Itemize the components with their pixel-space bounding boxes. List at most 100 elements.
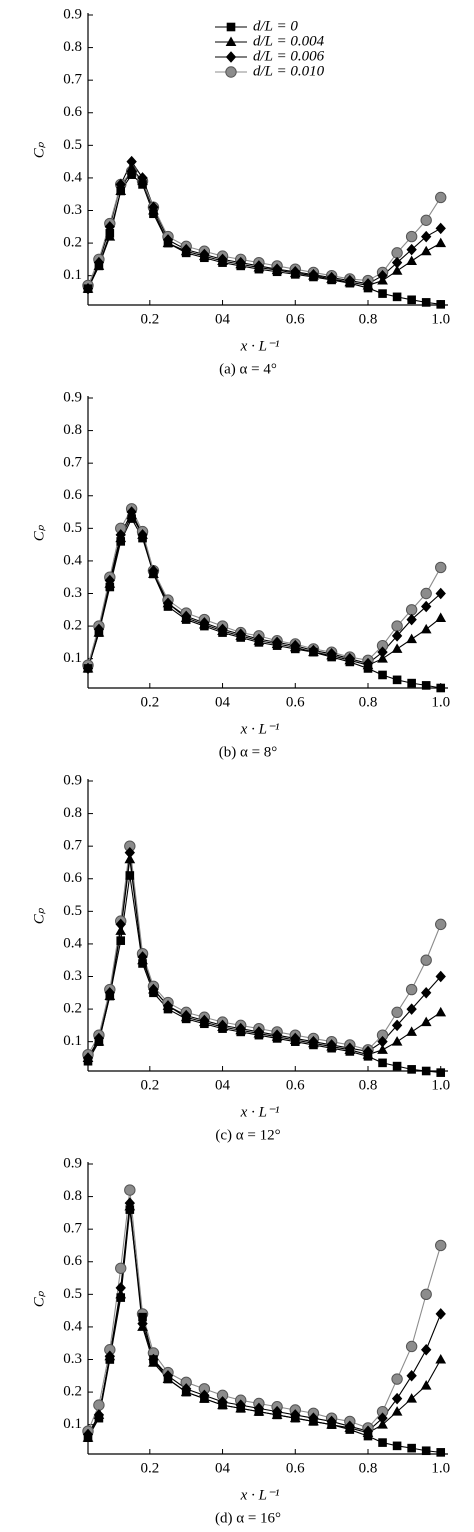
marker-square <box>149 569 158 579</box>
marker-triangle <box>420 1016 432 1027</box>
marker-square <box>309 272 318 282</box>
y-tick-label: 0.4 <box>63 1318 82 1334</box>
marker-square <box>421 1446 431 1456</box>
marker-square <box>363 1052 373 1061</box>
y-tick-label: 0.1 <box>63 1033 82 1049</box>
y-tick-label: 0.4 <box>63 935 82 951</box>
x-tick-label: 0.8 <box>359 1460 378 1476</box>
marker-diamond <box>391 1019 403 1032</box>
y-tick-label: 0.5 <box>63 903 82 919</box>
x-tick-label: 0.6 <box>286 1077 305 1093</box>
marker-square <box>290 1413 300 1423</box>
panel: 0.1 0.2 0.3 0.4 0.5 0.6 0.7 0.8 0.9 0.2 04 0.6 0.8 1.… <box>31 6 450 377</box>
marker-square <box>218 628 227 637</box>
caption: (a) α = 4° <box>219 361 277 377</box>
marker-square <box>138 959 147 968</box>
panel: 0.1 0.2 0.3 0.4 0.5 0.6 0.7 0.8 0.9 0.2 04 0.6 0.8 1.… <box>31 1155 450 1526</box>
marker-circle <box>93 1399 105 1411</box>
marker-square <box>378 1438 387 1447</box>
marker-square <box>436 683 446 693</box>
marker-square <box>94 1413 104 1423</box>
marker-diamond <box>435 587 446 600</box>
marker-square <box>236 1404 246 1413</box>
marker-square <box>218 258 227 267</box>
x-tick-label: 1.0 <box>431 311 450 327</box>
x-tick-label: 0.8 <box>359 694 378 710</box>
marker-square <box>94 261 104 271</box>
marker-triangle <box>435 237 447 248</box>
y-axis-label: Cₚ <box>31 1290 47 1307</box>
marker-triangle <box>391 643 403 653</box>
marker-square <box>363 283 373 293</box>
marker-square <box>127 170 136 179</box>
marker-diamond <box>391 630 403 642</box>
marker-square <box>94 628 104 637</box>
marker-square <box>407 295 416 305</box>
y-tick-label: 0.2 <box>63 235 82 251</box>
marker-square <box>327 652 336 662</box>
marker-square <box>149 988 158 998</box>
y-tick-label: 0.2 <box>63 1384 82 1400</box>
marker-circle <box>420 954 432 966</box>
marker-square <box>392 1061 402 1071</box>
marker-triangle <box>406 255 417 266</box>
marker-circle <box>391 1006 403 1019</box>
x-axis-label: x · L⁻¹ <box>240 338 280 354</box>
marker-triangle <box>377 1419 388 1429</box>
marker-square <box>407 1065 416 1074</box>
marker-square <box>290 270 300 279</box>
marker-triangle <box>406 633 417 644</box>
marker-circle <box>405 230 418 243</box>
y-tick-label: 0.4 <box>63 552 82 568</box>
caption: (d) α = 16° <box>215 1510 281 1526</box>
marker-square <box>116 1293 126 1302</box>
marker-square <box>309 1417 318 1426</box>
x-tick-label: 0.6 <box>286 1460 305 1476</box>
marker-square <box>436 300 446 309</box>
marker-diamond <box>421 1343 432 1356</box>
marker-square <box>163 238 173 248</box>
marker-square <box>105 991 115 1001</box>
x-tick-label: 0.2 <box>140 1460 159 1476</box>
marker-circle <box>420 587 432 600</box>
y-tick-label: 0.6 <box>63 870 82 886</box>
marker-square <box>436 1068 446 1077</box>
marker-triangle <box>391 1406 403 1416</box>
marker-square <box>200 1019 209 1029</box>
marker-triangle <box>435 612 447 622</box>
marker-circle <box>391 620 403 632</box>
marker-diamond <box>421 987 432 999</box>
marker-square <box>163 602 173 611</box>
marker-square <box>138 533 147 543</box>
y-tick-label: 0.7 <box>63 838 82 854</box>
marker-square <box>407 1443 416 1453</box>
series-line <box>87 173 441 305</box>
marker-square <box>272 641 282 650</box>
marker-square <box>127 514 136 523</box>
marker-square <box>327 1043 336 1053</box>
marker-square <box>105 582 115 592</box>
marker-square <box>105 229 115 238</box>
x-tick-label: 0.2 <box>140 1077 159 1093</box>
marker-square <box>272 1410 282 1420</box>
marker-square <box>363 1431 373 1441</box>
y-tick-label: 0.7 <box>63 72 82 88</box>
marker-square <box>345 1047 355 1056</box>
marker-square <box>116 537 126 546</box>
y-axis-label: Cₚ <box>31 907 47 924</box>
marker-square <box>254 1030 264 1040</box>
marker-square <box>392 292 402 302</box>
marker-diamond <box>421 600 432 613</box>
y-tick-label: 0.8 <box>63 1188 82 1204</box>
x-axis-label: x · L⁻¹ <box>240 721 280 737</box>
caption: (b) α = 8° <box>219 744 278 760</box>
marker-circle <box>435 191 447 204</box>
marker-square <box>200 621 209 631</box>
marker-square <box>218 1400 227 1410</box>
marker-diamond <box>406 243 417 256</box>
marker-square <box>327 1420 336 1429</box>
marker-triangle <box>406 1026 417 1036</box>
marker-triangle <box>377 1044 388 1054</box>
marker-square <box>163 1374 173 1384</box>
series-line <box>87 1209 441 1453</box>
